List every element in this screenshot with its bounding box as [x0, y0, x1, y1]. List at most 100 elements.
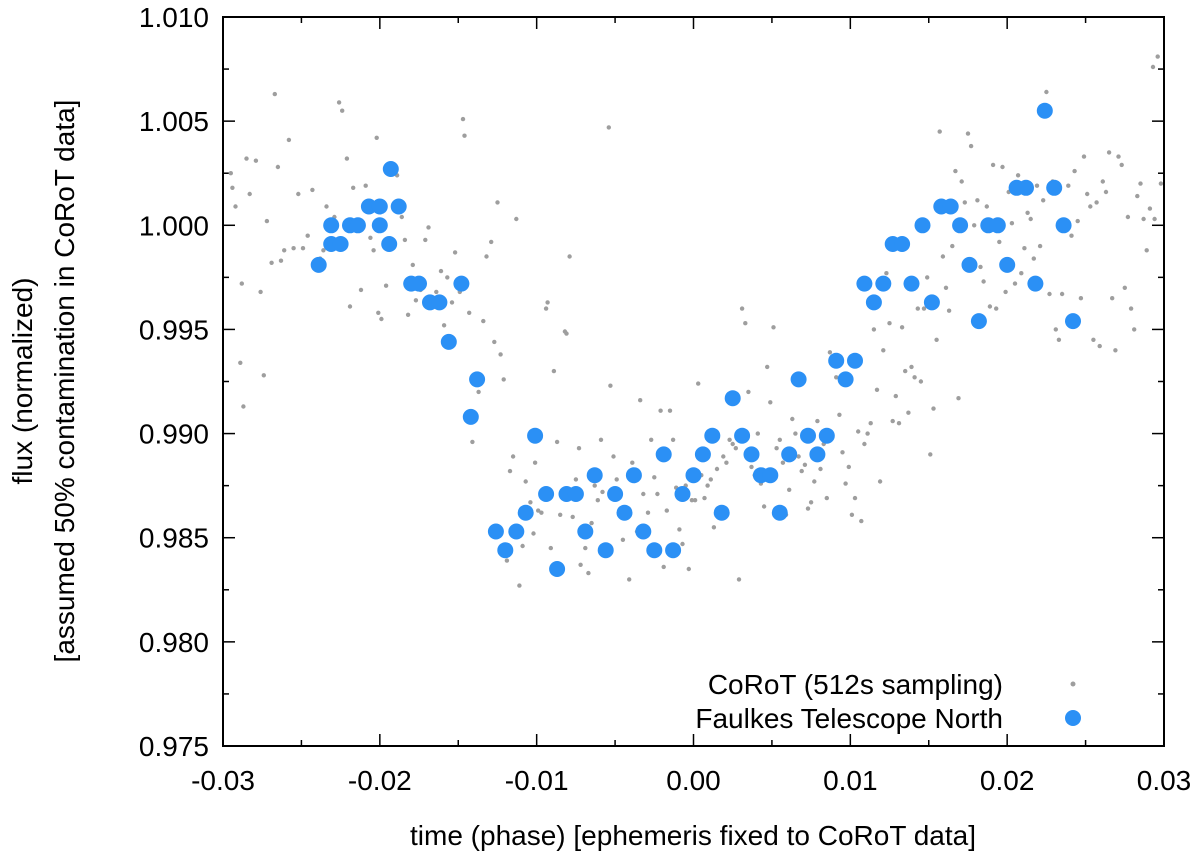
faulkes-point — [508, 523, 525, 540]
faulkes-point — [382, 161, 399, 177]
faulkes-point — [1046, 179, 1063, 196]
corot-point — [953, 168, 958, 174]
faulkes-point — [538, 486, 555, 502]
corot-point — [1053, 327, 1059, 332]
corot-point — [1081, 154, 1087, 159]
corot-point — [1155, 54, 1160, 59]
corot-point — [611, 454, 616, 459]
corot-point — [1125, 214, 1131, 220]
corot-point — [1113, 348, 1118, 353]
corot-point — [376, 310, 381, 315]
corot-point — [743, 321, 748, 326]
corot-point — [912, 375, 917, 380]
faulkes-point — [952, 217, 969, 234]
faulkes-point — [616, 504, 633, 521]
corot-point — [576, 446, 582, 451]
faulkes-point — [665, 542, 682, 559]
corot-point — [1150, 64, 1156, 70]
faulkes-point — [625, 467, 642, 484]
faulkes-point — [781, 446, 798, 463]
corot-point — [805, 506, 811, 511]
corot-point — [824, 495, 829, 501]
y-tick-label: 0.985 — [139, 523, 209, 554]
corot-point — [859, 518, 864, 524]
corot-point — [586, 570, 591, 576]
corot-point — [959, 179, 964, 184]
corot-point — [808, 500, 814, 505]
faulkes-point — [903, 275, 920, 292]
corot-point — [856, 429, 861, 434]
corot-point — [452, 250, 458, 255]
corot-point — [746, 389, 751, 395]
corot-point — [909, 364, 914, 370]
corot-point — [843, 481, 848, 486]
x-tick-label: 0.03 — [1137, 765, 1192, 796]
corot-point — [608, 383, 613, 388]
corot-point — [399, 214, 404, 220]
faulkes-point — [704, 427, 721, 444]
corot-point — [573, 477, 579, 482]
faulkes-point — [549, 561, 566, 577]
corot-point — [887, 321, 892, 326]
corot-point — [1106, 150, 1112, 155]
corot-point — [962, 200, 967, 205]
faulkes-point — [381, 236, 398, 252]
corot-point — [383, 283, 389, 288]
faulkes-point — [790, 371, 807, 388]
corot-point — [627, 577, 632, 582]
corot-point — [368, 235, 373, 240]
corot-point — [441, 323, 447, 328]
faulkes-point — [865, 294, 882, 311]
corot-point — [667, 408, 673, 413]
legend-label-faulkes: Faulkes Telescope North — [695, 703, 1003, 734]
corot-point — [1122, 285, 1128, 290]
y-tick-label: 0.975 — [139, 731, 209, 762]
y-tick-label: 0.995 — [139, 314, 209, 345]
x-tick-labels: -0.03 -0.02 -0.01 0.00 0.01 0.02 0.03 — [191, 765, 1191, 796]
corot-point — [501, 377, 506, 382]
series-faulkes — [310, 102, 1081, 577]
corot-point — [981, 279, 986, 284]
corot-point — [531, 531, 536, 536]
faulkes-point — [685, 467, 702, 484]
x-tick-label: -0.01 — [505, 765, 569, 796]
corot-point — [862, 441, 867, 447]
corot-point — [570, 514, 575, 520]
y-tick-label: 0.990 — [139, 419, 209, 450]
x-axis-title: time (phase) [ephemeris fixed to CoRoT d… — [410, 820, 976, 851]
faulkes-point — [527, 427, 544, 444]
corot-point — [445, 275, 450, 280]
y-tick-label: 0.980 — [139, 627, 209, 658]
corot-point — [467, 310, 472, 315]
corot-point — [664, 508, 669, 513]
corot-point — [837, 412, 842, 417]
corot-point — [507, 468, 513, 474]
corot-point — [347, 304, 353, 309]
corot-point — [940, 254, 946, 259]
corot-point — [928, 452, 933, 457]
corot-point — [645, 510, 651, 515]
faulkes-point — [1065, 313, 1081, 330]
corot-point — [1034, 183, 1040, 188]
corot-point — [1047, 291, 1052, 297]
faulkes-point — [1055, 217, 1072, 234]
corot-point — [937, 129, 942, 134]
corot-point — [677, 527, 682, 532]
corot-point — [253, 158, 259, 163]
faulkes-point — [809, 446, 826, 463]
corot-point — [548, 545, 553, 551]
faulkes-point — [1027, 275, 1044, 292]
corot-point — [1132, 327, 1137, 332]
corot-point — [539, 510, 544, 515]
corot-point — [434, 289, 439, 295]
corot-point — [965, 131, 971, 136]
faulkes-point — [411, 275, 427, 292]
corot-point — [661, 564, 666, 570]
faulkes-point — [607, 486, 624, 502]
series-corot — [228, 54, 1164, 588]
corot-point — [1128, 306, 1134, 311]
corot-point — [275, 164, 281, 170]
corot-point — [230, 185, 235, 190]
corot-point — [802, 462, 808, 467]
